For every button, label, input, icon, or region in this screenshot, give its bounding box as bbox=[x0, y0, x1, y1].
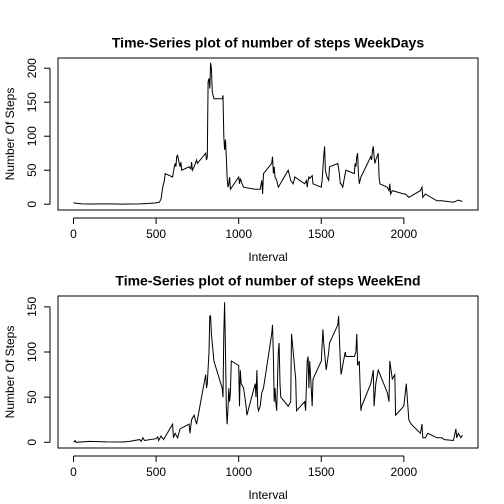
y-tick-label: 50 bbox=[25, 390, 39, 404]
y-axis-label: Number Of Steps bbox=[3, 88, 17, 181]
chart-title: Time-Series plot of number of steps Week… bbox=[112, 35, 424, 51]
y-tick-label: 150 bbox=[25, 92, 39, 112]
chart-title: Time-Series plot of number of steps Week… bbox=[115, 273, 420, 289]
x-tick-label: 0 bbox=[70, 227, 77, 241]
plot-box bbox=[57, 295, 479, 449]
data-line bbox=[73, 302, 463, 443]
x-tick-label: 500 bbox=[146, 465, 166, 479]
y-axis-label: Number Of Steps bbox=[3, 326, 17, 419]
x-tick-label: 1500 bbox=[308, 465, 335, 479]
x-tick-label: 500 bbox=[146, 227, 166, 241]
y-tick-label: 200 bbox=[25, 58, 39, 78]
x-tick-label: 2000 bbox=[390, 465, 417, 479]
y-tick-label: 100 bbox=[25, 342, 39, 362]
y-tick-label: 0 bbox=[25, 201, 39, 208]
x-axis-label: Interval bbox=[248, 488, 287, 502]
x-tick-label: 1000 bbox=[225, 227, 252, 241]
x-tick-label: 1500 bbox=[308, 227, 335, 241]
plot-box bbox=[57, 57, 479, 211]
x-axis-label: Interval bbox=[248, 250, 287, 264]
data-line bbox=[73, 62, 463, 205]
y-tick-label: 100 bbox=[25, 126, 39, 146]
y-tick-label: 50 bbox=[25, 163, 39, 177]
x-tick-label: 2000 bbox=[390, 227, 417, 241]
x-tick-label: 1000 bbox=[225, 465, 252, 479]
y-tick-label: 150 bbox=[25, 297, 39, 317]
x-tick-label: 0 bbox=[70, 465, 77, 479]
y-tick-label: 0 bbox=[25, 439, 39, 446]
